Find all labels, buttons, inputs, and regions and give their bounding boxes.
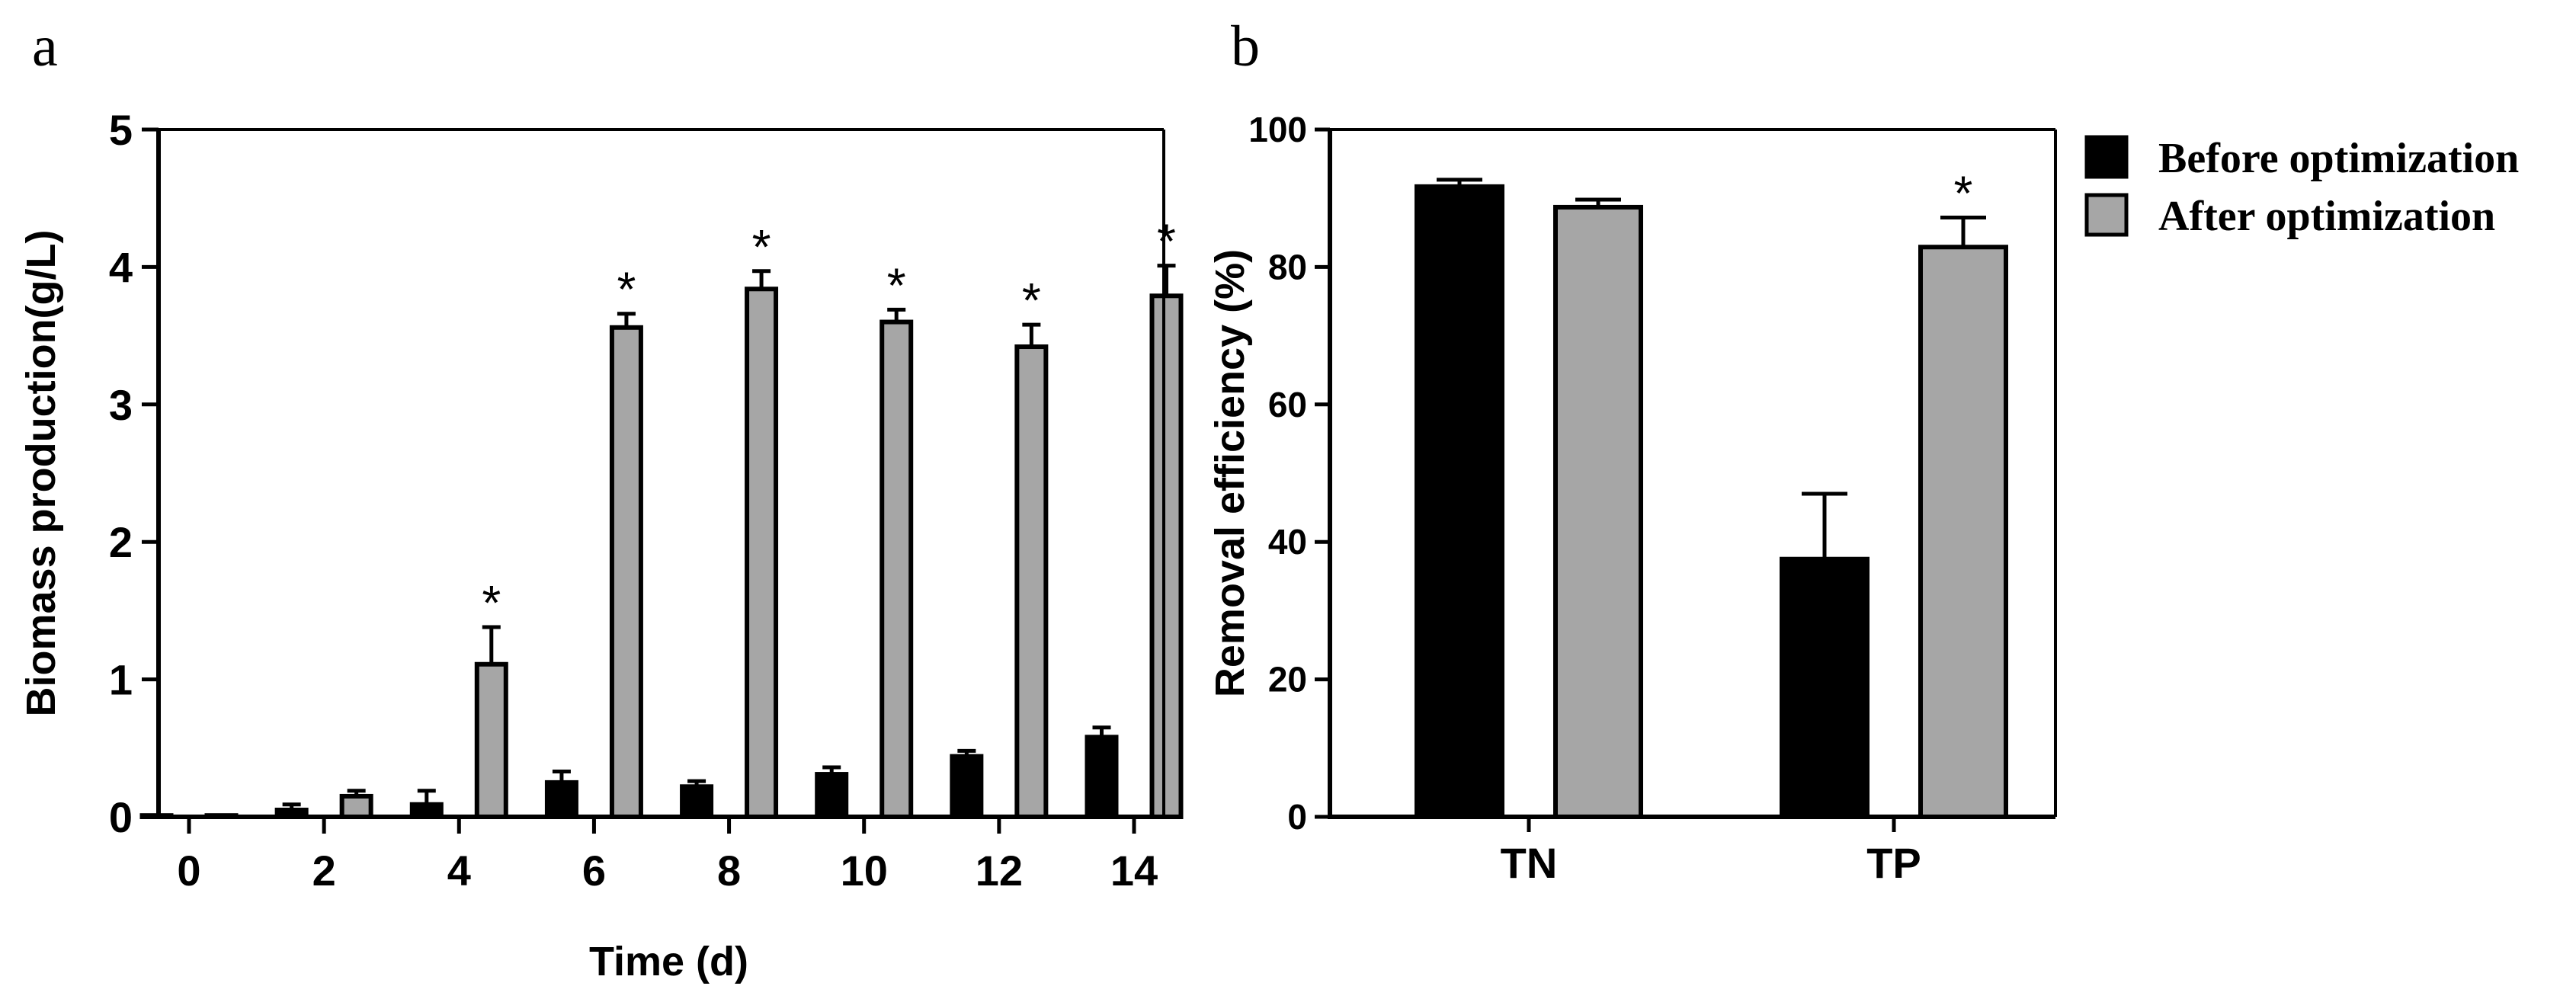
y-tick-label: 40 (1268, 522, 1307, 562)
legend-swatch-before (2084, 135, 2129, 179)
bar-after (1014, 344, 1049, 820)
y-tick-label: 5 (109, 106, 133, 154)
y-tick-label: 60 (1268, 385, 1307, 424)
bar-before (815, 772, 849, 819)
y-tick-label: 20 (1268, 660, 1307, 699)
y-tick-label: 3 (109, 381, 133, 429)
bar-before (1780, 556, 1870, 819)
bar-before (544, 780, 578, 820)
x-tick-label: 2 (312, 847, 336, 895)
bar-after (474, 661, 508, 819)
bar-before (1415, 184, 1504, 819)
bar-after (745, 287, 779, 820)
y-tick-label: 0 (1287, 797, 1307, 837)
x-tick-label: TN (1501, 839, 1558, 887)
x-tick-label: 0 (177, 847, 200, 895)
significance-star: * (617, 262, 636, 317)
y-tick-label: 4 (109, 243, 133, 291)
bar-before (680, 784, 714, 820)
x-tick-label: TP (1866, 839, 1921, 887)
y-tick-label: 1 (109, 656, 133, 704)
bar-after (1553, 204, 1643, 819)
removal-efficiency-chart: * 0 20 40 60 80 100 TN TP Removal efficiency (%) (1207, 110, 2057, 887)
bar-after (879, 319, 914, 819)
x-tick-label: 4 (447, 847, 471, 895)
legend: Before optimization After optimization (2084, 135, 2519, 240)
x-axis-title: Time (d) (589, 939, 748, 984)
y-tick-label: 100 (1248, 110, 1307, 149)
significance-star: * (752, 219, 771, 274)
x-tick-label: 12 (976, 847, 1023, 895)
x-tick-label: 6 (582, 847, 606, 895)
bar-after (609, 325, 643, 819)
significance-star: * (1954, 165, 1973, 220)
legend-label-after: After optimization (2158, 193, 2495, 240)
significance-star: * (1157, 214, 1176, 269)
y-tick-label: 2 (109, 518, 133, 566)
significance-star: * (1022, 273, 1041, 328)
significance-star: * (887, 258, 906, 312)
y-tick-label: 80 (1268, 247, 1307, 287)
y-axis-title: Removal efficiency (%) (1207, 249, 1253, 697)
bar-before (1085, 735, 1119, 819)
legend-swatch-after (2084, 193, 2129, 237)
x-tick-label: 14 (1110, 847, 1158, 895)
x-tick-label: 8 (717, 847, 741, 895)
bar-after (1918, 245, 2008, 819)
x-tick-label: 10 (841, 847, 888, 895)
panel-a-label: a (32, 14, 58, 78)
bar-before (950, 754, 984, 820)
significance-star: * (482, 575, 501, 630)
panel-b-label: b (1231, 14, 1260, 78)
legend-label-before: Before optimization (2158, 135, 2519, 182)
y-tick-label: 0 (109, 793, 133, 841)
bar-after (1149, 293, 1184, 819)
y-axis-title: Biomass production(g/L) (18, 230, 64, 717)
bar-after (339, 793, 373, 819)
